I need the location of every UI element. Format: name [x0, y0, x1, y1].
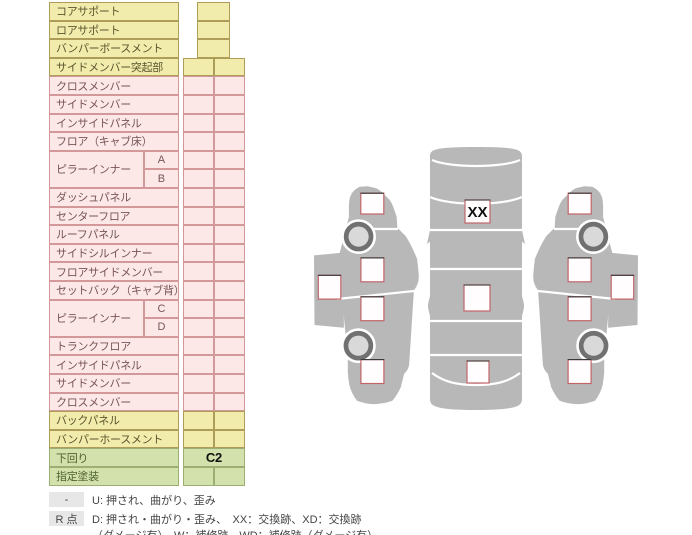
svg-text:XX: XX	[467, 204, 487, 221]
